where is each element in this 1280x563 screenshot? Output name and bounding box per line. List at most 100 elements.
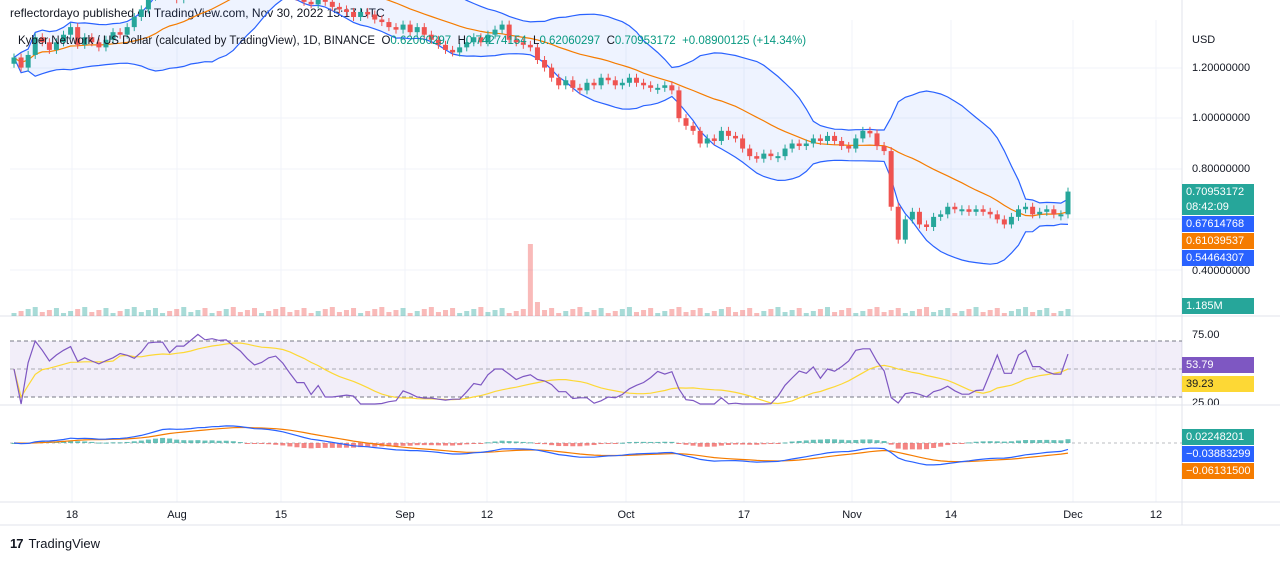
- volume-bar-123: [881, 312, 887, 316]
- macd-hist-bar-40: [294, 443, 300, 448]
- close-value: 0.70953172: [614, 35, 676, 47]
- candle-body-71: [513, 39, 519, 43]
- macd-hist-bar-18: [138, 440, 144, 443]
- macd-hist-bar-122: [874, 440, 880, 443]
- volume-bar-86: [619, 309, 625, 316]
- candle-body-122: [874, 133, 880, 147]
- candle-body-12: [96, 42, 102, 48]
- volume-bar-9: [75, 309, 81, 316]
- macd-hist-bar-54: [393, 443, 399, 447]
- macd-signal-badge: −0.06131500: [1182, 463, 1254, 479]
- price-tick-4: 0.40000000: [1192, 265, 1251, 277]
- candle-body-55: [400, 24, 406, 30]
- volume-bar-115: [824, 307, 830, 316]
- macd-hist-badge: 0.02248201: [1182, 429, 1254, 445]
- volume-bar-47: [343, 310, 349, 316]
- volume-bar-34: [252, 308, 258, 316]
- macd-hist-bar-98: [704, 443, 710, 447]
- time-label-4: 12: [481, 509, 493, 521]
- macd-hist-bar-97: [697, 443, 703, 447]
- volume-bar-69: [499, 308, 505, 316]
- macd-hist-bar-19: [145, 439, 151, 443]
- volume-bar-122: [874, 307, 880, 316]
- macd-hist-bar-24: [181, 440, 187, 443]
- candle-body-82: [591, 82, 597, 86]
- macd-hist-bar-84: [605, 443, 611, 444]
- candle-body-86: [619, 82, 625, 86]
- candle-body-4: [39, 37, 45, 43]
- macd-hist-bar-58: [421, 443, 427, 446]
- time-axis: 18 Aug 15 Sep 12 Oct 17 Nov 14 Dec 12: [66, 509, 1162, 521]
- macd-hist-bar-147: [1051, 440, 1057, 443]
- volume-bar-54: [393, 310, 399, 316]
- volume-bar-135: [966, 309, 972, 316]
- volume-bar-146: [1044, 308, 1050, 316]
- candle-body-19: [145, 0, 151, 10]
- volume-bar-8: [68, 311, 74, 316]
- volume-bar-7: [61, 313, 67, 316]
- macd-hist-bar-79: [570, 443, 576, 447]
- time-label-7: Nov: [842, 509, 862, 521]
- volume-bar-147: [1051, 313, 1057, 316]
- volume-bar-144: [1030, 312, 1036, 316]
- volume-bar-76: [549, 308, 555, 316]
- macd-hist-bar-121: [867, 439, 873, 443]
- macd-hist-bar-77: [556, 443, 562, 447]
- macd-hist-bar-22: [167, 438, 173, 443]
- macd-hist-bar-36: [266, 443, 272, 445]
- volume-bar-17: [131, 307, 137, 316]
- candle-body-99: [711, 138, 717, 141]
- candle-body-16: [124, 27, 130, 35]
- macd-hist-bar-25: [188, 440, 194, 443]
- macd-hist-bar-37: [273, 443, 279, 445]
- rsi-ma-badge: 39.23: [1182, 376, 1254, 392]
- candle-body-57: [414, 27, 420, 33]
- volume-bar-108: [775, 307, 781, 316]
- macd-hist-bar-85: [612, 443, 618, 444]
- volume-bar-130: [931, 312, 937, 316]
- macd-hist-bar-102: [733, 443, 739, 445]
- candle-body-146: [1044, 209, 1050, 212]
- macd-hist-bar-21: [160, 437, 166, 443]
- time-label-3: Sep: [395, 509, 415, 521]
- volume-bar-139: [994, 308, 1000, 316]
- macd-hist-bar-103: [740, 443, 746, 445]
- macd-hist-bar-137: [980, 441, 986, 443]
- macd-line: [13, 425, 1069, 466]
- volume-bar-28: [209, 313, 215, 316]
- candle-body-121: [867, 130, 873, 134]
- volume-bar-71: [513, 311, 519, 316]
- volume-bar-148: [1058, 311, 1064, 316]
- candle-body-91: [655, 87, 661, 90]
- candle-body-142: [1015, 209, 1021, 217]
- candle-body-65: [471, 37, 477, 43]
- candle-body-83: [598, 77, 604, 86]
- macd-hist-bar-104: [747, 443, 753, 445]
- macd-hist-bar-138: [987, 441, 993, 443]
- macd-hist-bar-15: [117, 442, 123, 444]
- candle-body-63: [457, 47, 463, 53]
- volume-bar-116: [832, 312, 838, 316]
- candle-body-124: [888, 151, 894, 207]
- time-label-5: Oct: [617, 509, 634, 521]
- volume-bar-131: [938, 310, 944, 316]
- candle-body-103: [740, 138, 746, 149]
- candle-body-108: [775, 156, 781, 159]
- macd-hist-bar-50: [365, 443, 371, 447]
- volume-bar-111: [796, 308, 802, 316]
- candle-body-15: [117, 32, 123, 35]
- volume-bar-11: [89, 312, 95, 316]
- macd-hist-bar-106: [761, 443, 767, 445]
- time-label-0: 18: [66, 509, 78, 521]
- volume-bar-68: [492, 310, 498, 316]
- candle-body-95: [683, 118, 689, 126]
- volume-bar-83: [598, 308, 604, 316]
- volume-bar-35: [259, 313, 265, 316]
- macd-hist-bar-129: [924, 443, 930, 450]
- volume-bar-101: [725, 307, 731, 316]
- candle-body-143: [1023, 206, 1029, 210]
- volume-bar-40: [294, 310, 300, 316]
- macd-hist-bar-13: [103, 442, 109, 444]
- volume-bar-60: [435, 312, 441, 316]
